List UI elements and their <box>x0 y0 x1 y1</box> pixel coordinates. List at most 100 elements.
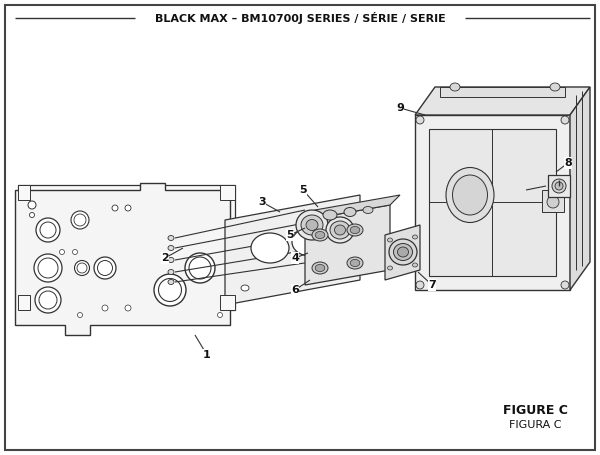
Polygon shape <box>220 295 235 310</box>
Bar <box>542 190 564 212</box>
Text: 7: 7 <box>428 280 436 290</box>
Ellipse shape <box>38 258 58 278</box>
Ellipse shape <box>168 246 174 251</box>
Ellipse shape <box>39 291 57 309</box>
Ellipse shape <box>388 266 392 270</box>
Ellipse shape <box>347 224 363 236</box>
Ellipse shape <box>547 196 559 208</box>
Polygon shape <box>440 87 565 97</box>
Ellipse shape <box>251 233 289 263</box>
Polygon shape <box>15 183 230 335</box>
Ellipse shape <box>168 269 174 274</box>
Text: 9: 9 <box>396 103 404 113</box>
Ellipse shape <box>315 232 325 238</box>
Ellipse shape <box>389 239 417 265</box>
Ellipse shape <box>446 167 494 222</box>
Ellipse shape <box>336 228 360 247</box>
Polygon shape <box>18 185 235 310</box>
Polygon shape <box>570 87 590 290</box>
Ellipse shape <box>344 207 356 217</box>
Ellipse shape <box>561 116 569 124</box>
Ellipse shape <box>77 263 87 273</box>
Ellipse shape <box>363 207 373 213</box>
Ellipse shape <box>35 287 61 313</box>
Text: 6: 6 <box>291 285 299 295</box>
Ellipse shape <box>168 279 174 284</box>
Polygon shape <box>415 115 570 290</box>
Text: 5: 5 <box>286 230 294 240</box>
Text: 2: 2 <box>161 253 169 263</box>
Polygon shape <box>18 185 30 200</box>
Ellipse shape <box>326 217 354 243</box>
Text: 5: 5 <box>299 185 307 195</box>
Ellipse shape <box>292 228 328 256</box>
Ellipse shape <box>413 235 418 239</box>
Ellipse shape <box>394 243 413 261</box>
Polygon shape <box>305 195 400 220</box>
Ellipse shape <box>550 83 560 91</box>
Ellipse shape <box>452 175 487 215</box>
Ellipse shape <box>168 236 174 241</box>
Ellipse shape <box>388 238 392 242</box>
Ellipse shape <box>112 205 118 211</box>
Ellipse shape <box>71 211 89 229</box>
Ellipse shape <box>36 218 60 242</box>
Polygon shape <box>225 195 360 305</box>
Ellipse shape <box>450 83 460 91</box>
Text: 3: 3 <box>258 197 266 207</box>
Ellipse shape <box>347 257 363 269</box>
Ellipse shape <box>168 258 174 263</box>
Ellipse shape <box>330 221 350 239</box>
Polygon shape <box>548 175 570 197</box>
Polygon shape <box>429 129 556 276</box>
Text: BLACK MAX – BM10700J SERIES / SÉRIE / SERIE: BLACK MAX – BM10700J SERIES / SÉRIE / SE… <box>155 12 445 24</box>
Ellipse shape <box>296 210 328 240</box>
Ellipse shape <box>102 305 108 311</box>
Ellipse shape <box>59 249 65 254</box>
Ellipse shape <box>77 313 83 318</box>
Ellipse shape <box>416 281 424 289</box>
Ellipse shape <box>306 219 318 231</box>
Polygon shape <box>415 87 590 115</box>
Ellipse shape <box>350 227 360 233</box>
Ellipse shape <box>28 201 36 209</box>
Polygon shape <box>385 225 420 280</box>
Ellipse shape <box>218 313 223 318</box>
Ellipse shape <box>555 182 563 190</box>
Ellipse shape <box>312 229 328 241</box>
Text: 8: 8 <box>564 158 572 168</box>
Text: FIGURE C: FIGURE C <box>503 404 568 416</box>
Ellipse shape <box>398 247 409 257</box>
Ellipse shape <box>97 261 113 275</box>
Ellipse shape <box>185 253 215 283</box>
Ellipse shape <box>29 212 35 217</box>
Polygon shape <box>18 295 30 310</box>
Ellipse shape <box>552 179 566 193</box>
Ellipse shape <box>189 257 211 279</box>
Polygon shape <box>220 185 235 200</box>
Ellipse shape <box>350 259 360 267</box>
Ellipse shape <box>241 285 249 291</box>
Ellipse shape <box>154 274 186 306</box>
Ellipse shape <box>416 116 424 124</box>
Text: 4: 4 <box>291 253 299 263</box>
Text: FIGURA C: FIGURA C <box>509 420 561 430</box>
Ellipse shape <box>413 263 418 267</box>
Polygon shape <box>305 205 390 285</box>
Ellipse shape <box>301 215 323 235</box>
Ellipse shape <box>315 264 325 272</box>
Text: 1: 1 <box>203 350 211 360</box>
Ellipse shape <box>158 278 182 302</box>
Ellipse shape <box>73 249 77 254</box>
Ellipse shape <box>323 210 337 220</box>
Ellipse shape <box>34 254 62 282</box>
Ellipse shape <box>74 261 89 275</box>
Ellipse shape <box>125 205 131 211</box>
Ellipse shape <box>561 281 569 289</box>
Ellipse shape <box>125 305 131 311</box>
Ellipse shape <box>335 225 346 235</box>
Ellipse shape <box>74 214 86 226</box>
Ellipse shape <box>40 222 56 238</box>
Ellipse shape <box>94 257 116 279</box>
Ellipse shape <box>312 262 328 274</box>
